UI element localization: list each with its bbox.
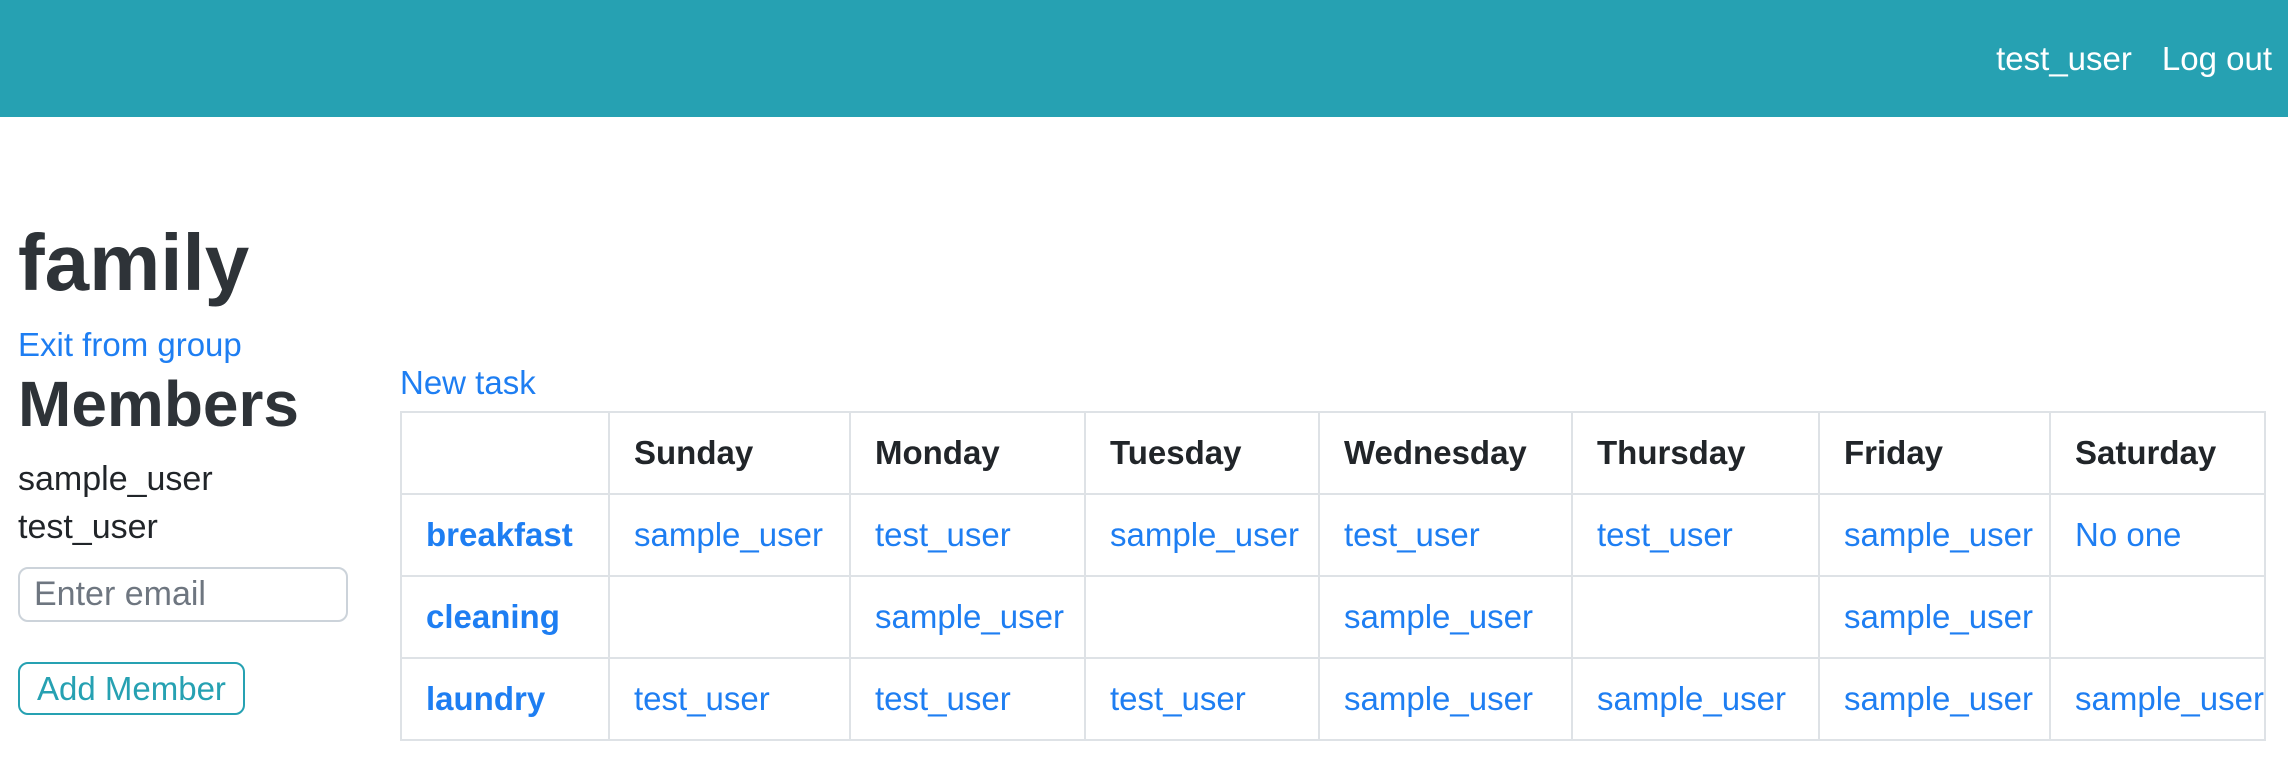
assignment-link[interactable]: sample_user	[875, 598, 1064, 635]
assignment-link[interactable]: test_user	[1344, 516, 1480, 553]
navbar-username-link[interactable]: test_user	[1996, 39, 2132, 77]
table-row: breakfast sample_user test_user sample_u…	[400, 493, 2266, 577]
assignment-link[interactable]: sample_user	[1844, 516, 2033, 553]
assignment-link[interactable]: test_user	[875, 680, 1011, 717]
day-header-thursday: Thursday	[1571, 411, 1820, 495]
assignment-link[interactable]: sample_user	[634, 516, 823, 553]
assignment-link[interactable]: sample_user	[1344, 598, 1533, 635]
day-header-monday: Monday	[849, 411, 1086, 495]
task-link[interactable]: breakfast	[426, 516, 573, 553]
table-row: cleaning sample_user sample_user sample_…	[400, 575, 2266, 659]
schedule-main: New task Sunday Monday Tuesday Wednesday…	[382, 117, 2288, 741]
task-link[interactable]: cleaning	[426, 598, 560, 635]
member-item: test_user	[18, 508, 158, 546]
assignment-link[interactable]: test_user	[1597, 516, 1733, 553]
schedule-table: Sunday Monday Tuesday Wednesday Thursday…	[400, 411, 2266, 741]
assignment-link[interactable]: test_user	[875, 516, 1011, 553]
assignment-link[interactable]: sample_user	[1344, 680, 1533, 717]
members-heading: Members	[18, 368, 299, 440]
task-link[interactable]: laundry	[426, 680, 546, 717]
assignment-link[interactable]: sample_user	[1844, 680, 2033, 717]
exit-group-link[interactable]: Exit from group	[18, 326, 242, 363]
new-task-link[interactable]: New task	[400, 364, 536, 401]
day-header-sunday: Sunday	[608, 411, 851, 495]
day-header-saturday: Saturday	[2049, 411, 2266, 495]
day-header-wednesday: Wednesday	[1318, 411, 1573, 495]
page-content: family Exit from group Members sample_us…	[0, 117, 2288, 741]
assignment-link[interactable]: sample_user	[1597, 680, 1786, 717]
assignment-link[interactable]: sample_user	[1844, 598, 2033, 635]
assignment-link[interactable]: test_user	[1110, 680, 1246, 717]
group-sidebar: family Exit from group Members sample_us…	[0, 117, 382, 715]
group-title: family	[18, 218, 250, 307]
assignment-link[interactable]: No one	[2075, 516, 2182, 553]
assignment-link[interactable]: sample_user	[2075, 680, 2264, 717]
assignment-link[interactable]: sample_user	[1110, 516, 1299, 553]
assignment-link[interactable]: test_user	[634, 680, 770, 717]
add-member-button[interactable]: Add Member	[18, 662, 245, 715]
members-list: sample_user test_user	[18, 455, 382, 551]
table-row: laundry test_user test_user test_user sa…	[400, 657, 2266, 741]
top-navbar: test_user Log out	[0, 0, 2288, 117]
email-input[interactable]	[18, 567, 348, 622]
day-header-tuesday: Tuesday	[1084, 411, 1320, 495]
logout-link[interactable]: Log out	[2161, 39, 2272, 77]
table-header-row: Sunday Monday Tuesday Wednesday Thursday…	[400, 411, 2266, 495]
task-column-header	[400, 411, 610, 495]
day-header-friday: Friday	[1818, 411, 2051, 495]
member-item: sample_user	[18, 460, 213, 498]
